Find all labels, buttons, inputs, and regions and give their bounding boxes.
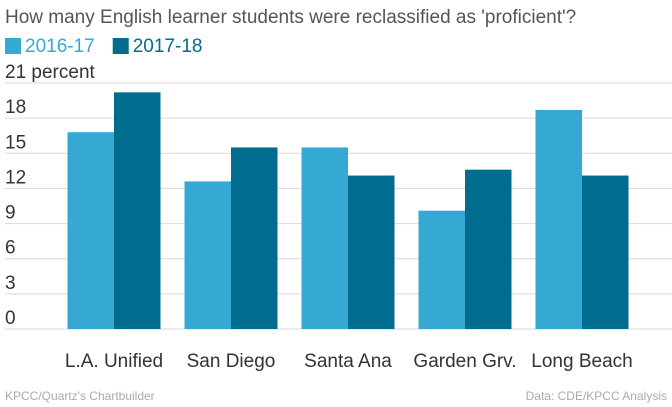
legend-label: 2017-18 bbox=[133, 36, 203, 57]
y-tick-label: 18 bbox=[5, 97, 26, 118]
source: Data: CDE/KPCC Analysis bbox=[526, 389, 667, 403]
legend-label: 2016-17 bbox=[25, 36, 95, 57]
bar bbox=[535, 109, 582, 329]
bar bbox=[582, 175, 629, 329]
bar bbox=[67, 132, 114, 329]
y-tick-label: 6 bbox=[5, 238, 16, 259]
x-tick-label: Santa Ana bbox=[304, 351, 392, 372]
bar bbox=[418, 210, 465, 329]
bar bbox=[184, 181, 231, 329]
chart-title: How many English learner students were r… bbox=[5, 7, 576, 28]
legend-swatch bbox=[5, 38, 21, 54]
y-tick-label: 3 bbox=[5, 273, 16, 294]
bar bbox=[114, 92, 161, 329]
x-tick-label: Garden Grv. bbox=[413, 351, 516, 372]
credit: KPCC/Quartz's Chartbuilder bbox=[5, 389, 155, 403]
y-tick-label: 9 bbox=[5, 203, 16, 224]
y-tick-label: 21 percent bbox=[5, 62, 96, 83]
x-tick-label: Long Beach bbox=[531, 351, 632, 372]
legend-swatch bbox=[112, 38, 129, 54]
y-tick-label: 12 bbox=[5, 167, 26, 188]
y-tick-label: 0 bbox=[5, 308, 16, 329]
x-tick-label: San Diego bbox=[187, 351, 276, 372]
bar bbox=[231, 147, 278, 329]
x-tick-label: L.A. Unified bbox=[65, 351, 163, 372]
bar bbox=[348, 175, 395, 329]
bar bbox=[465, 169, 512, 329]
y-tick-label: 15 bbox=[5, 132, 26, 153]
bar bbox=[301, 147, 348, 329]
